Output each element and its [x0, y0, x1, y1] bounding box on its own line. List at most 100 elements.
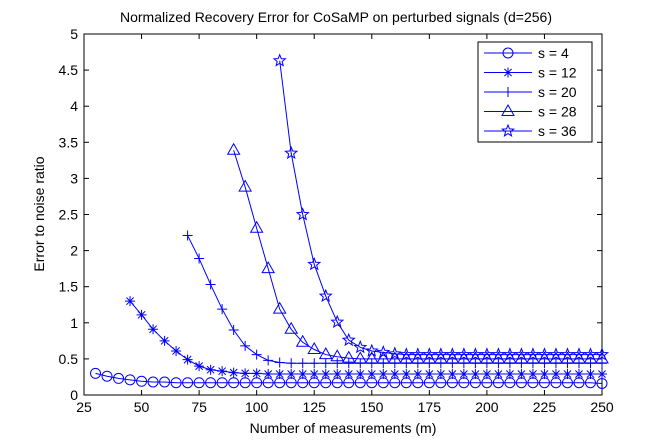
legend-marker — [503, 87, 513, 97]
data-point — [364, 351, 379, 364]
y-tick-label: 1 — [70, 315, 78, 331]
data-point — [284, 321, 299, 334]
x-axis-label: Number of measurements (m) — [250, 420, 437, 436]
legend: s = 4 s = 12 s = 20 s = 28 s = 36 — [477, 41, 593, 143]
legend-entry: s = 4 — [484, 45, 569, 61]
data-point — [332, 369, 343, 380]
data-point — [251, 349, 262, 360]
data-point — [548, 347, 563, 361]
data-point — [378, 369, 389, 380]
data-point — [504, 369, 515, 380]
data-point — [297, 369, 308, 380]
data-point — [412, 369, 423, 380]
legend-marker — [500, 123, 516, 137]
data-point — [274, 369, 285, 380]
data-point — [445, 347, 460, 361]
x-tick-label: 250 — [590, 399, 614, 415]
data-point — [286, 369, 297, 380]
x-tick-label: 100 — [245, 399, 269, 415]
data-point — [228, 325, 239, 336]
data-point — [284, 145, 299, 160]
data-point — [562, 369, 573, 380]
x-tick-label: 75 — [191, 399, 207, 415]
data-point — [101, 370, 113, 382]
data-point — [295, 207, 310, 221]
data-point — [516, 369, 527, 380]
data-point — [182, 377, 194, 389]
data-point — [261, 261, 276, 274]
data-point — [539, 369, 550, 380]
data-point — [366, 369, 377, 380]
y-tick-label: 3 — [70, 170, 78, 186]
data-point — [468, 347, 483, 361]
data-point — [240, 368, 251, 379]
data-point — [228, 377, 240, 389]
legend-entry: s = 28 — [484, 104, 577, 120]
data-point — [573, 369, 584, 380]
data-point — [217, 304, 228, 315]
x-tick-label: 225 — [533, 399, 557, 415]
data-point — [193, 377, 205, 389]
data-point — [401, 369, 412, 380]
data-point — [251, 368, 262, 379]
data-point — [295, 334, 310, 347]
data-point — [124, 374, 136, 386]
data-point — [399, 347, 414, 361]
series-s-12 — [125, 296, 607, 380]
legend-label: s = 28 — [538, 104, 577, 120]
legend-entry: s = 36 — [484, 123, 577, 139]
legend-marker — [503, 67, 513, 78]
data-point — [527, 369, 538, 380]
data-point — [481, 369, 492, 380]
data-point — [410, 347, 425, 361]
data-point — [159, 335, 170, 346]
series-line — [95, 372, 603, 384]
chart-title: Normalized Recovery Error for CoSaMP on … — [120, 9, 552, 25]
data-point — [341, 350, 356, 363]
data-point — [376, 351, 391, 364]
data-point — [585, 369, 596, 380]
data-point — [249, 220, 264, 233]
data-point — [147, 376, 159, 388]
data-point — [364, 343, 379, 357]
data-point — [355, 369, 366, 380]
data-point — [272, 301, 287, 314]
data-point — [228, 367, 239, 378]
data-point — [458, 369, 469, 380]
data-point — [493, 369, 504, 380]
data-point — [125, 296, 136, 307]
data-point — [263, 369, 274, 380]
x-tick-label: 150 — [360, 399, 384, 415]
data-point — [330, 349, 345, 362]
legend-label: s = 12 — [538, 65, 577, 81]
data-point — [159, 376, 171, 388]
data-point — [136, 309, 147, 320]
data-point — [424, 369, 435, 380]
data-point — [205, 364, 216, 375]
data-point — [171, 345, 182, 356]
data-point — [90, 367, 102, 379]
y-axis-label: Error to noise ratio — [31, 156, 47, 271]
data-point — [263, 355, 274, 366]
data-point — [330, 314, 345, 329]
data-point — [286, 358, 297, 369]
data-point — [307, 256, 322, 271]
data-point — [274, 357, 285, 368]
data-point — [240, 340, 251, 351]
data-point — [320, 369, 331, 380]
data-point — [318, 347, 333, 360]
data-point — [447, 369, 458, 380]
legend-label: s = 4 — [538, 45, 569, 61]
y-tick-label: 3.5 — [59, 134, 79, 150]
data-point — [309, 358, 320, 369]
legend-marker — [502, 47, 514, 59]
data-point — [272, 53, 287, 67]
x-tick-label: 25 — [76, 399, 92, 415]
data-point — [307, 342, 322, 355]
data-point — [387, 346, 402, 360]
data-point — [320, 358, 331, 369]
data-point — [205, 279, 216, 290]
data-point — [353, 351, 368, 364]
